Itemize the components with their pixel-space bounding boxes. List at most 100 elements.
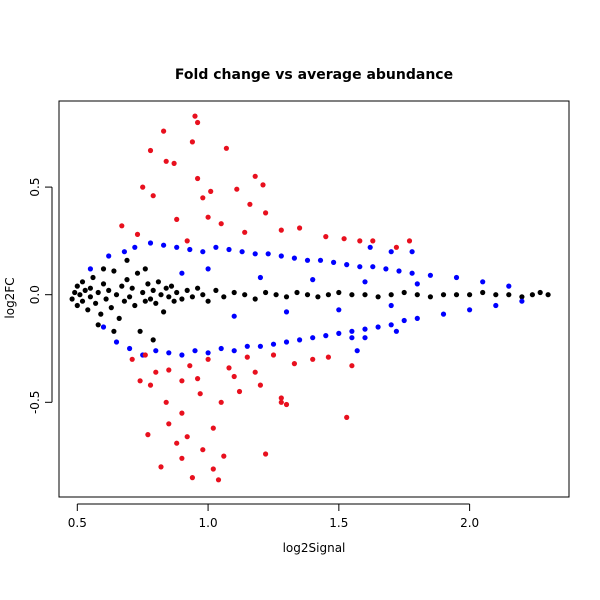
data-point-blue [336,330,342,336]
data-point-black [174,289,180,296]
data-point-blue [231,313,237,319]
data-point-red [205,214,211,220]
data-point-blue [409,249,415,255]
data-point-red [226,365,232,371]
data-point-black [231,289,237,296]
data-point-red [325,354,331,360]
data-point-red [210,425,216,431]
data-point-red [252,369,258,375]
data-point-black [129,285,135,291]
data-point-red [197,391,203,397]
data-point-red [150,193,156,199]
data-point-black [467,292,473,298]
data-point-blue [283,339,290,345]
data-point-blue [153,348,159,354]
data-point-black [90,274,96,281]
data-point-blue [127,345,133,352]
data-point-red [189,475,195,481]
data-point-blue [283,309,290,315]
data-point-black [147,296,154,302]
data-point-red [344,414,350,420]
data-point-black [252,296,258,302]
data-point-blue [257,274,263,281]
data-point-black [127,294,133,300]
data-point-black [388,292,394,298]
data-point-black [137,328,143,334]
data-point-black [537,289,543,296]
data-point-red [137,378,143,384]
data-point-red [147,147,154,154]
data-point-black [142,266,148,272]
data-point-blue [100,324,107,330]
data-point-black [145,281,151,287]
x-axis-label: log2Signal [283,541,346,555]
data-point-black [98,311,104,317]
data-point-blue [401,317,407,324]
data-point-black [189,294,195,300]
data-point-red [323,234,329,240]
data-point-black [111,268,117,274]
data-point-black [161,309,167,315]
data-point-black [519,294,525,300]
data-point-red [195,119,201,126]
data-point-black [414,292,420,298]
data-point-black [179,296,185,302]
data-point-black [113,292,120,298]
data-point-red [166,367,172,373]
data-point-red [260,182,266,188]
data-point-blue [349,335,355,341]
data-point-blue [480,279,486,285]
data-point-black [545,292,551,298]
data-point-red [129,356,135,362]
data-point-red [215,477,222,483]
data-point-blue [388,249,394,255]
y-tick-label: 0.5 [28,178,42,197]
data-point-red [153,369,159,375]
x-tick-label: 0.5 [68,516,87,530]
data-point-blue [362,326,368,332]
data-point-black [213,287,219,293]
data-point-black [506,292,512,298]
data-point-black [140,289,146,296]
data-point-black [132,302,138,309]
data-point-black [200,292,206,298]
data-point-red [370,238,376,244]
data-point-black [158,292,164,298]
data-point-black [95,289,101,296]
data-point-black [77,292,83,298]
data-point-blue [388,322,394,328]
data-point-blue [331,259,337,265]
data-point-black [166,294,172,300]
data-point-red [195,376,201,382]
data-point-black [171,298,177,304]
data-point-red [252,173,258,179]
plot-frame [58,100,570,498]
data-point-black [124,277,130,283]
data-point-blue [310,335,316,341]
data-point-blue [344,262,350,268]
data-point-red [161,128,167,134]
data-point-red [184,238,190,244]
data-point-black [168,283,175,289]
data-point-blue [200,249,206,255]
data-point-blue [161,242,167,248]
data-point-red [218,399,224,405]
data-point-blue [427,272,433,278]
data-point-blue [174,244,180,250]
data-point-red [406,238,413,244]
data-point-blue [396,268,402,274]
data-point-blue [244,343,250,349]
data-point-black [263,289,269,296]
data-point-black [85,307,91,313]
data-point-blue [383,266,389,272]
data-point-black [427,294,433,300]
data-point-red [134,231,141,237]
data-point-black [153,300,159,306]
data-point-black [315,294,321,300]
data-point-red [179,378,185,384]
data-point-black [440,292,447,298]
data-point-black [205,298,211,304]
data-point-black [242,292,248,298]
data-point-blue [113,339,120,345]
